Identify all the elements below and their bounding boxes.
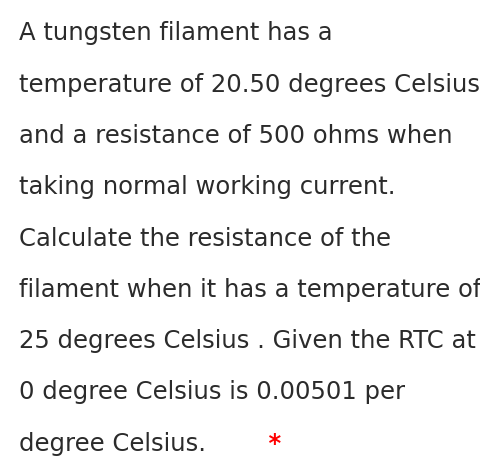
Text: taking normal working current.: taking normal working current. [19,175,396,200]
Text: 25 degrees Celsius . Given the RTC at: 25 degrees Celsius . Given the RTC at [19,329,476,353]
Text: and a resistance of 500 ohms when: and a resistance of 500 ohms when [19,124,453,148]
Text: filament when it has a temperature of: filament when it has a temperature of [19,278,480,302]
Text: A tungsten filament has a: A tungsten filament has a [19,21,333,46]
Text: Calculate the resistance of the: Calculate the resistance of the [19,227,391,251]
Text: *: * [261,432,282,456]
Text: 0 degree Celsius is 0.00501 per: 0 degree Celsius is 0.00501 per [19,380,405,405]
Text: temperature of 20.50 degrees Celsius: temperature of 20.50 degrees Celsius [19,73,480,97]
Text: degree Celsius.: degree Celsius. [19,432,206,456]
